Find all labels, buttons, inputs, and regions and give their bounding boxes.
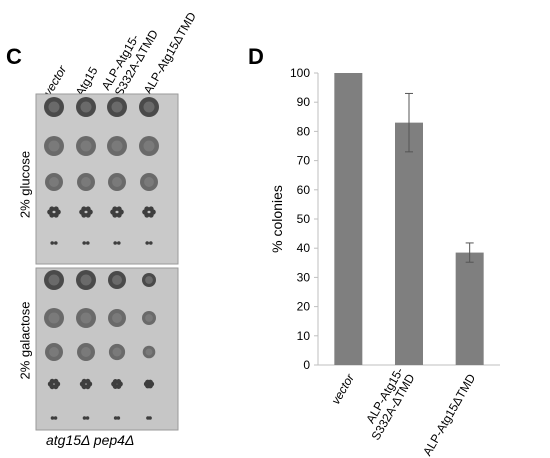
colony-spot-highlight [49,177,59,187]
colony-spot-highlight [145,314,153,322]
y-tick-label: 80 [297,124,311,138]
colony-dot [53,378,59,385]
colony-dot [49,206,55,212]
colony-spot-highlight [143,101,155,113]
y-tick-label: 20 [297,300,311,314]
bar [395,122,423,365]
colony-dot [116,416,121,420]
y-tick-label: 40 [297,241,311,255]
y-tick-label: 10 [297,329,311,343]
colony-dot [85,378,91,385]
colony-spot-highlight [81,177,91,187]
colony-dot [113,241,117,245]
colony-spot-highlight [144,177,154,187]
colony-dot [113,416,118,420]
x-tick-label: ALP-Atg15ΔTMD [420,371,478,458]
colony-dot [81,206,87,212]
colony-dot [146,416,150,420]
colony-spot-highlight [80,274,92,286]
colony-dot [53,212,59,218]
colony-dot [50,241,54,245]
strain-genotype-label: atg15Δ pep4Δ [46,432,135,448]
colony-dot [116,212,122,218]
colony-dot [53,206,59,212]
colony-spot-highlight [145,348,153,356]
colony-dot [81,378,87,385]
panel-c-letter: C [6,44,22,69]
y-tick-label: 90 [297,95,311,109]
y-axis-label: % colonies [269,185,285,253]
colony-dot [50,416,55,420]
colony-dot [85,212,91,218]
y-tick-label: 50 [297,212,311,226]
colony-dot [82,241,86,245]
y-tick-label: 100 [290,66,310,80]
colony-spot-highlight [143,140,155,152]
colony-dot [53,383,59,390]
colony-spot-highlight [48,140,60,152]
x-tick-label: vector [328,371,357,407]
colony-spot-highlight [111,101,123,113]
colony-dot [147,379,153,385]
colony-spot-highlight [48,312,60,324]
panel-d-letter: D [248,44,264,69]
colony-spot-highlight [80,312,92,324]
colony-dot [85,206,91,212]
colony-spot-highlight [48,274,60,286]
colony-spot-highlight [80,140,92,152]
colony-spots [44,97,159,420]
colony-spot-highlight [111,140,123,152]
colony-dot [86,241,90,245]
y-tick-label: 70 [297,154,311,168]
colony-spot-highlight [112,177,122,187]
colony-spot-highlight [112,275,122,285]
colony-dot [82,416,87,420]
colony-dot [145,241,149,245]
bar [455,252,484,365]
colony-spot-highlight [48,101,60,113]
x-tick-label: ALP-Atg15-S332A-ΔTMD [357,365,418,443]
bar [334,73,363,365]
colony-dot [144,206,150,212]
colony-dot [85,383,91,390]
colony-dot [85,416,90,420]
colony-dot [148,212,154,218]
colony-dot [53,416,58,420]
y-tick-label: 30 [297,270,311,284]
colony-spot-highlight [112,313,122,323]
colony-dot [112,206,118,212]
y-tick-label: 0 [303,358,310,372]
colony-dot [116,379,122,385]
colony-dot [117,241,121,245]
colony-dot [116,206,122,212]
colony-spot-highlight [145,276,153,284]
bar-chart: 0 10 20 30 40 50 60 70 80 90 100 vector ALP-Atg15-S… [269,66,500,458]
colony-dot [149,241,153,245]
colony-dot [54,241,58,245]
colony-dot [148,206,154,212]
colony-spot-highlight [49,347,59,357]
y-tick-label: 60 [297,183,311,197]
colony-spot-highlight [81,347,91,357]
colony-spot-highlight [80,101,92,113]
colony-dot [49,378,55,385]
colony-spot-highlight [112,347,122,357]
